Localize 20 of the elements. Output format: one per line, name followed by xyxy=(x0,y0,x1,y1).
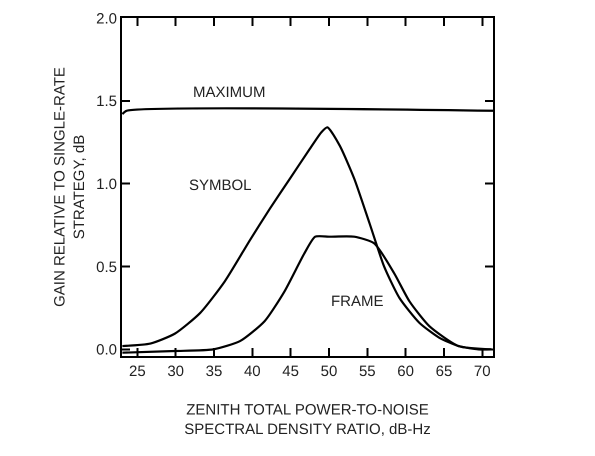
x-tick-label: 60 xyxy=(397,363,414,380)
y-tick-label: 0.5 xyxy=(96,258,117,276)
x-tick-label: 50 xyxy=(320,363,338,380)
x-tick-label: 25 xyxy=(128,363,146,380)
x-tick-label: 65 xyxy=(436,363,452,380)
x-tick-label: 40 xyxy=(244,363,261,380)
x-tick-label: 45 xyxy=(282,363,299,380)
x-tick-label: 70 xyxy=(474,363,491,380)
annotation: FRAME xyxy=(331,293,384,310)
y-tick-label: 0.0 xyxy=(96,342,117,359)
annotation: SYMBOL xyxy=(189,177,252,194)
y-tick-label: 1.0 xyxy=(96,176,117,193)
x-tick-label: 35 xyxy=(206,363,222,380)
x-tick-label: 30 xyxy=(167,363,184,380)
y-tick-label: 1.5 xyxy=(96,93,117,110)
y-axis-title: GAIN RELATIVE TO SINGLE-RATE STRATEGY, dB xyxy=(51,67,88,307)
y-tick-label: 2.0 xyxy=(96,10,117,28)
annotation: MAXIMUM xyxy=(193,84,266,101)
x-axis-title: ZENITH TOTAL POWER-TO-NOISE SPECTRAL DENSITY RATIO, dB-Hz xyxy=(184,402,431,438)
x-tick-label: 55 xyxy=(358,363,376,380)
